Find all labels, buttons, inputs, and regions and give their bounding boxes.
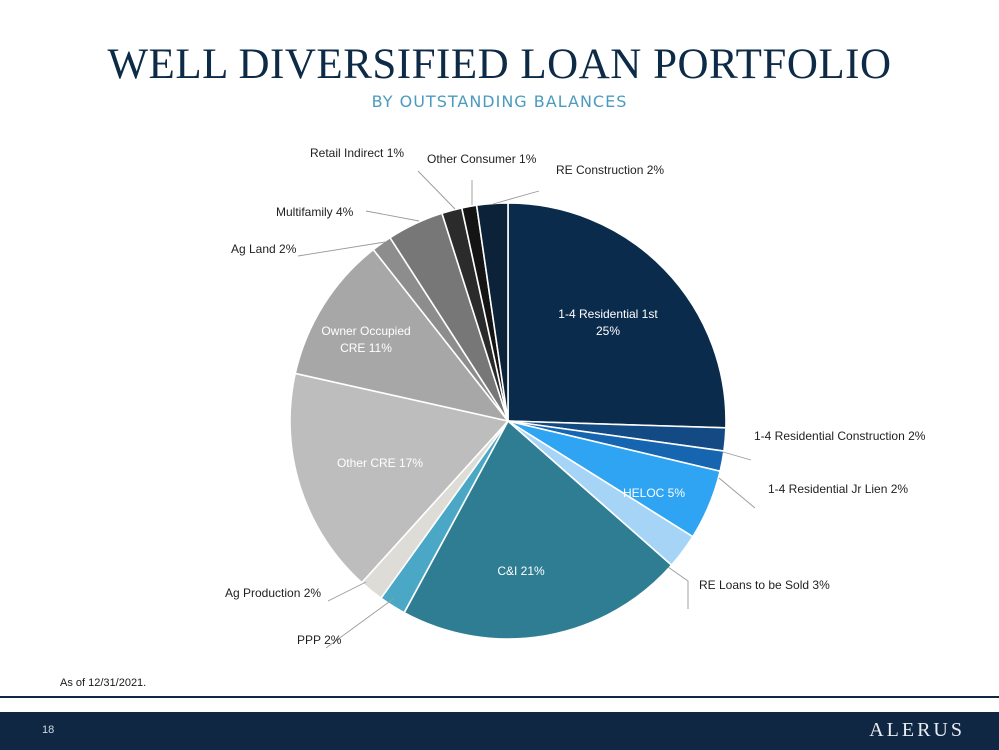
leader-line-multifamily [365, 210, 420, 222]
leader-line-ag-production [327, 581, 367, 602]
slice-label-multifamily: Multifamily 4% [276, 205, 354, 219]
leader-line-1-4-residential-jr-lien [718, 477, 756, 509]
slice-label-ag-land: Ag Land 2% [231, 242, 297, 256]
slice-label-1-4-residential-jr-lien: 1-4 Residential Jr Lien 2% [768, 482, 908, 496]
leader-line-1-4-residential-construction [722, 451, 752, 461]
slice-label-other-consumer: Other Consumer 1% [427, 152, 537, 166]
slice-label-1-4-residential-1st: 1-4 Residential 1st 25% [558, 307, 658, 338]
page-subtitle: BY OUTSTANDING BALANCES [371, 92, 628, 111]
slice-label-other-cre: Other CRE 17% [337, 456, 423, 470]
loan-portfolio-pie-chart: 1-4 Residential 1st 25% 1-4 Residential Co… [225, 146, 926, 649]
pie-slice-other-cre [289, 372, 510, 584]
page-number: 18 [42, 724, 55, 736]
leader-line-re-loans-to-be-sold [667, 566, 689, 609]
slice-label-ag-production: Ag Production 2% [225, 586, 321, 600]
slice-label-c-i: C&I 21% [497, 564, 545, 578]
brand-logo: ALERUS [869, 719, 965, 741]
slice-label-1-4-residential-construction: 1-4 Residential Construction 2% [754, 429, 926, 443]
slice-label-owner-occupied-cre: Owner Occupied CRE 11% [321, 324, 410, 355]
leader-line-ppp [325, 598, 394, 649]
slice-label-re-loans-to-be-sold: RE Loans to be Sold 3% [699, 578, 830, 592]
footer-bar: 18 ALERUS [0, 712, 999, 750]
slice-label-re-construction: RE Construction 2% [556, 163, 664, 177]
page-title: WELL DIVERSIFIED LOAN PORTFOLIO [107, 41, 892, 88]
pie-slice-owner-occupied-cre [294, 248, 511, 423]
pie-slice-re-construction [475, 202, 509, 422]
slice-label-ppp: PPP 2% [297, 633, 342, 647]
slice-label-retail-indirect: Retail Indirect 1% [310, 146, 404, 160]
footer-divider [0, 696, 999, 698]
pie-slice-c-i [403, 419, 673, 640]
slice-label-heloc: HELOC 5% [623, 486, 685, 500]
leader-line-re-construction [492, 190, 540, 205]
leader-line-retail-indirect [417, 170, 456, 210]
as-of-footnote: As of 12/31/2021. [60, 677, 147, 689]
pie-slice-1-4-residential-1st [507, 202, 727, 429]
leader-line-ag-land [297, 241, 386, 257]
